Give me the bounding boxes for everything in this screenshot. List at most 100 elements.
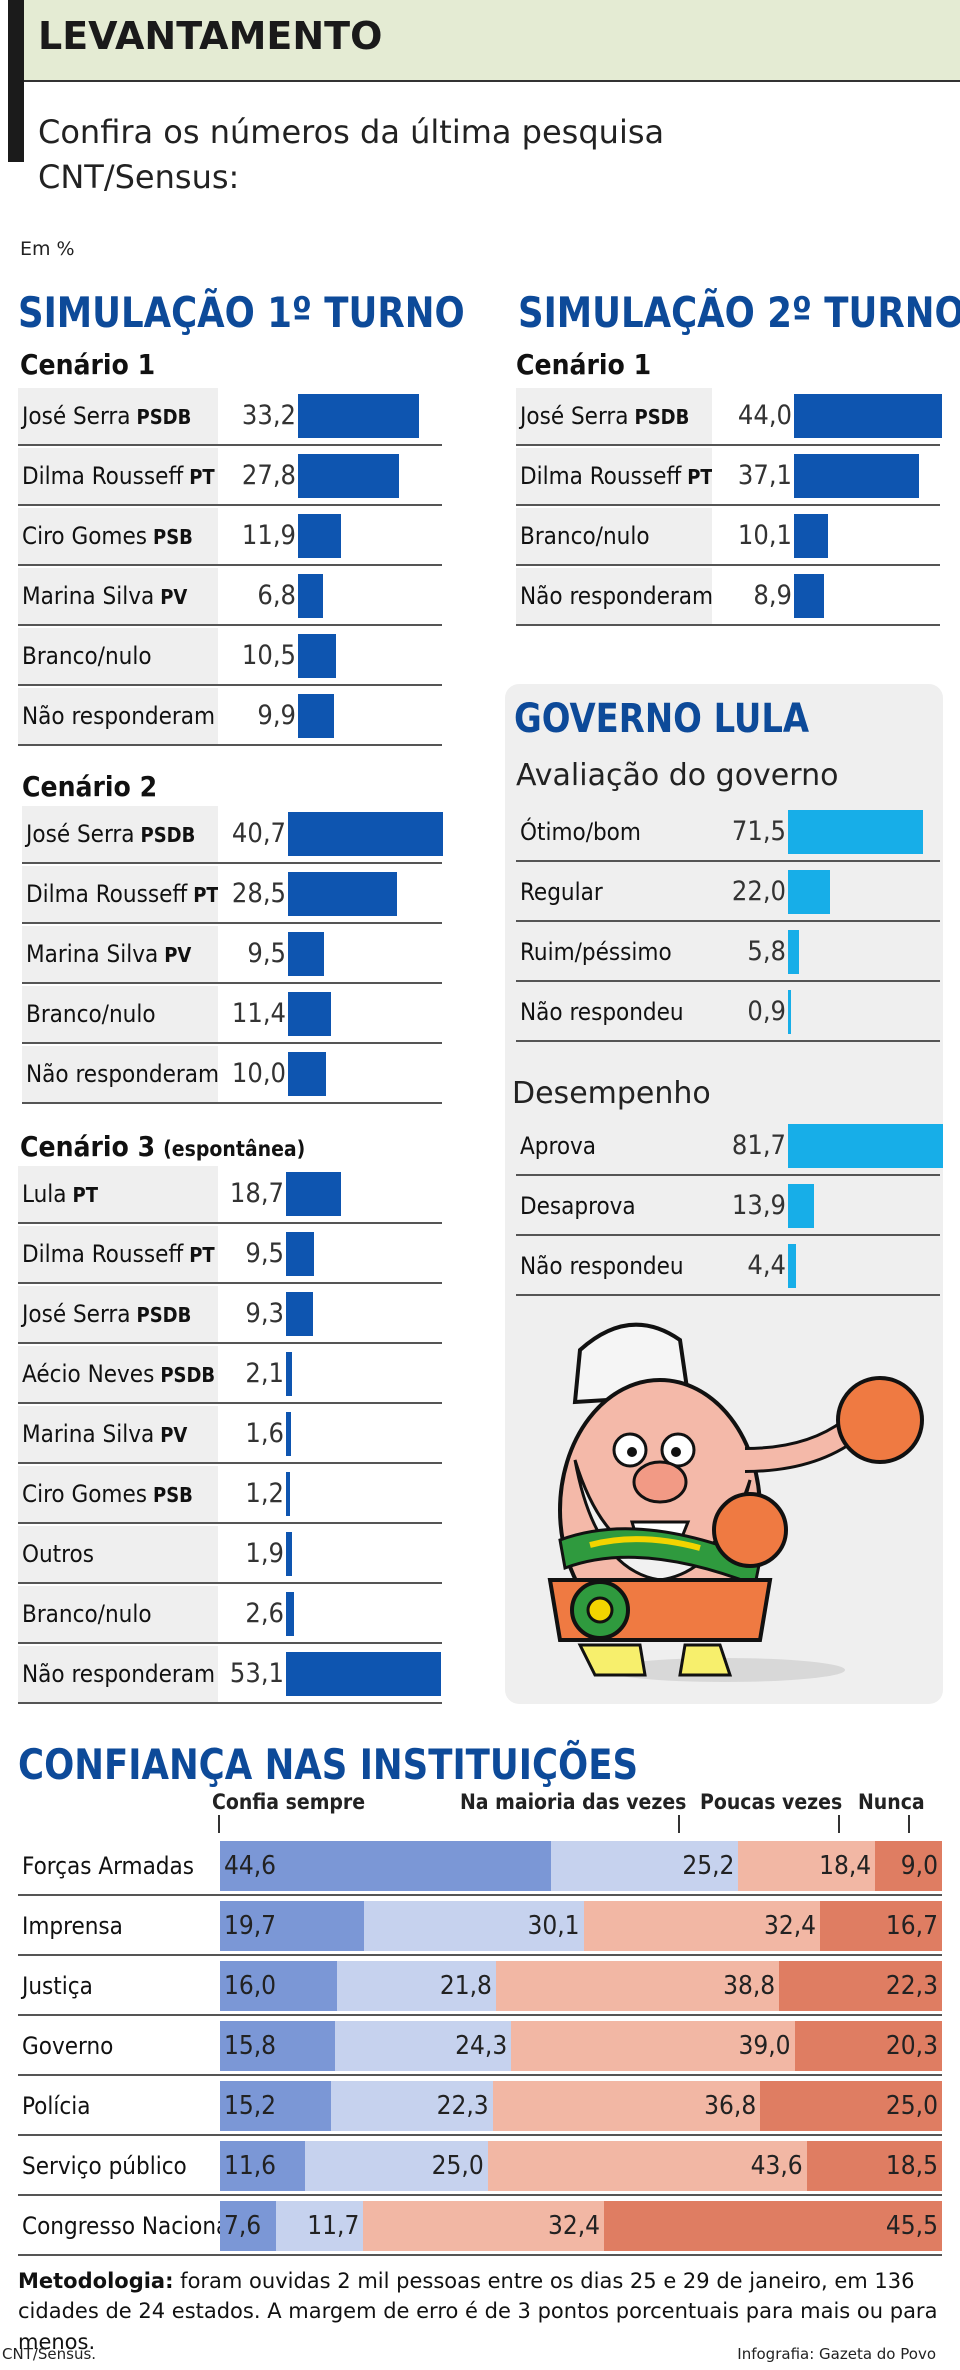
institution-row: Polícia 15,2 22,3 36,8 25,0 xyxy=(18,2078,942,2136)
category-name: Dilma Rousseff xyxy=(26,880,188,908)
institution-label: Serviço público xyxy=(22,2152,187,2180)
bar-row: Branco/nulo 10,5 xyxy=(18,628,442,686)
institution-label: Forças Armadas xyxy=(22,1852,194,1880)
value-label: 1,2 xyxy=(245,1478,284,1509)
bar xyxy=(286,1412,291,1456)
subsection-title: Avaliação do governo xyxy=(516,758,839,793)
header-band xyxy=(8,0,960,80)
value-label: 8,9 xyxy=(753,580,792,611)
category-name: Não responderam xyxy=(22,702,216,730)
category-name: Dilma Rousseff xyxy=(520,462,682,490)
bar xyxy=(286,1172,341,1216)
value-label: 9,9 xyxy=(257,700,296,731)
value-label: 11,4 xyxy=(231,998,286,1029)
value-label: 10,0 xyxy=(231,1058,286,1089)
bar xyxy=(794,514,828,558)
bar xyxy=(298,454,400,498)
bar xyxy=(286,1292,314,1336)
bar xyxy=(298,514,342,558)
category-label: Dilma Rousseff PT xyxy=(22,866,218,922)
party-label: PT xyxy=(72,1183,98,1207)
bar-row: José Serra PSDB 33,2 xyxy=(18,388,442,446)
party-label: PSDB xyxy=(140,823,196,847)
bar-row: Aécio Neves PSDB 2,1 xyxy=(18,1346,442,1404)
stacked-segment: 25,0 xyxy=(760,2081,942,2131)
value-label: 10,1 xyxy=(737,520,792,551)
bar-row: Branco/nulo 11,4 xyxy=(22,986,442,1044)
stacked-segment: 32,4 xyxy=(583,1901,821,1951)
stacked-segment: 15,2 xyxy=(220,2081,331,2131)
bar xyxy=(298,574,323,618)
stacked-segment: 16,7 xyxy=(820,1901,942,1951)
value-label: 5,8 xyxy=(747,936,786,967)
bar-row: Lula PT 18,7 xyxy=(18,1166,442,1224)
category-label: Branco/nulo xyxy=(516,508,712,564)
stacked-segment: 38,8 xyxy=(495,1961,780,2011)
category-label: Branco/nulo xyxy=(18,628,218,684)
value-label: 9,3 xyxy=(245,1298,284,1329)
stacked-segment: 22,3 xyxy=(779,1961,942,2011)
series-header: Confia sempre xyxy=(212,1790,366,1814)
category-label: Marina Silva PV xyxy=(18,568,218,624)
party-label: PSB xyxy=(153,1483,193,1507)
category-label: Outros xyxy=(18,1526,218,1582)
category-label: Não responderam xyxy=(18,688,218,744)
bar xyxy=(288,992,332,1036)
scenario-title: Cenário 2 xyxy=(22,770,158,803)
bar xyxy=(788,930,799,974)
subsection-title: Desempenho xyxy=(512,1076,711,1111)
bar xyxy=(788,1124,943,1168)
stacked-segment: 45,5 xyxy=(604,2201,942,2251)
category-label: Branco/nulo xyxy=(18,1586,218,1642)
stacked-segment: 9,0 xyxy=(875,1841,942,1891)
bar-row: Não respondeu 4,4 xyxy=(516,1238,940,1296)
bar xyxy=(298,694,334,738)
bar xyxy=(286,1652,441,1696)
category-label: Ciro Gomes PSB xyxy=(18,508,218,564)
category-name: Marina Silva xyxy=(26,940,159,968)
stacked-segment: 16,0 xyxy=(220,1961,337,2011)
category-label: Dilma Rousseff PT xyxy=(18,1226,218,1282)
kicker: LEVANTAMENTO xyxy=(38,14,383,58)
bar-row: Branco/nulo 2,6 xyxy=(18,1586,442,1644)
category-label: Desaprova xyxy=(516,1178,710,1234)
category-label: Ciro Gomes PSB xyxy=(18,1466,218,1522)
category-label: Branco/nulo xyxy=(22,986,218,1042)
institution-row: Justiça 16,0 21,8 38,8 22,3 xyxy=(18,1958,942,2016)
bar xyxy=(286,1232,314,1276)
party-label: PV xyxy=(160,1423,188,1447)
bar-row: Desaprova 13,9 xyxy=(516,1178,940,1236)
bar-row: Ruim/péssimo 5,8 xyxy=(516,924,940,982)
category-label: Não responderam xyxy=(18,1646,218,1702)
bar-row: Marina Silva PV 1,6 xyxy=(18,1406,442,1464)
category-label: José Serra PSDB xyxy=(22,806,218,862)
value-label: 6,8 xyxy=(257,580,296,611)
value-label: 18,7 xyxy=(229,1178,284,1209)
value-label: 28,5 xyxy=(231,878,286,909)
bar xyxy=(288,932,325,976)
series-header: Na maioria das vezes xyxy=(460,1790,687,1814)
section-title-1st-round: SIMULAÇÃO 1º TURNO xyxy=(18,288,465,337)
value-label: 2,1 xyxy=(245,1358,284,1389)
category-name: Dilma Rousseff xyxy=(22,462,184,490)
category-label: José Serra PSDB xyxy=(18,388,218,444)
category-name: Lula xyxy=(22,1180,67,1208)
bar-row: Dilma Rousseff PT 28,5 xyxy=(22,866,442,924)
value-label: 11,9 xyxy=(241,520,296,551)
stacked-segment: 25,0 xyxy=(304,2141,488,2191)
party-label: PT xyxy=(687,465,712,489)
series-tick xyxy=(678,1815,680,1833)
stacked-segment: 25,2 xyxy=(551,1841,739,1891)
stacked-segment: 7,6 xyxy=(220,2201,277,2251)
category-label: Não responderam xyxy=(516,568,712,624)
section-title-confianca: CONFIANÇA NAS INSTITUIÇÕES xyxy=(18,1740,639,1789)
bar xyxy=(788,870,830,914)
lula-boxer-cartoon-illustration xyxy=(547,1322,924,1682)
category-label: Dilma Rousseff PT xyxy=(18,448,218,504)
category-name: Não respondeu xyxy=(520,1252,684,1280)
institution-row: Congresso Nacional 7,6 11,7 32,4 45,5 xyxy=(18,2198,942,2256)
bar xyxy=(288,812,443,856)
category-name: Ótimo/bom xyxy=(520,818,641,846)
stacked-segment: 24,3 xyxy=(334,2021,512,2071)
institution-label: Polícia xyxy=(22,2092,91,2120)
